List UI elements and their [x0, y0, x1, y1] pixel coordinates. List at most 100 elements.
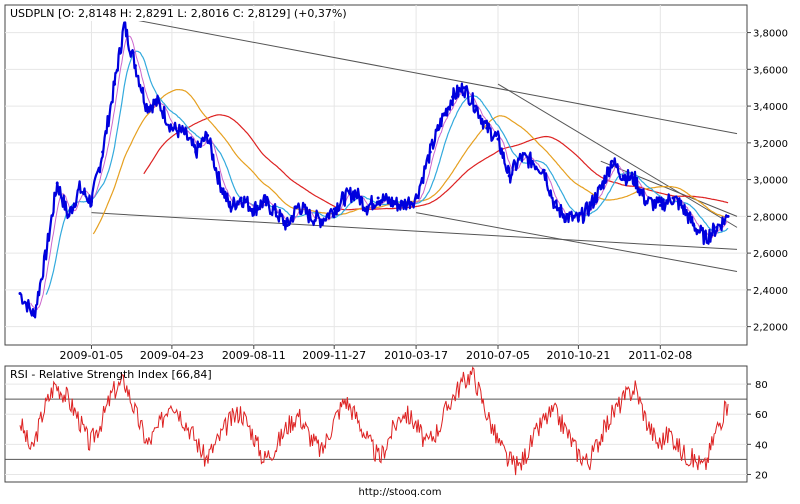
price-point [715, 225, 719, 229]
x-tick-label: 2009-04-23 [140, 349, 204, 362]
trend-line [497, 83, 738, 228]
price-point [726, 214, 730, 218]
price-y-tick-label: 3,8000 [753, 29, 788, 40]
price-y-tick-label: 2,8000 [753, 212, 788, 223]
x-tick-labels: 2009-01-05 2009-04-23 2009-08-11 2009-11-27… [60, 345, 692, 362]
x-tick-label: 2010-03-17 [384, 349, 448, 362]
price-point [44, 251, 48, 255]
x-tick-label: 2010-10-21 [546, 349, 610, 362]
price-point [113, 82, 117, 86]
price-point [194, 150, 198, 154]
price-point [439, 119, 443, 123]
price-point [274, 211, 278, 215]
rsi-y-tick-labels: 80 60 40 20 [755, 380, 768, 481]
price-point [342, 196, 346, 200]
rsi-panel-frame [4, 365, 748, 483]
price-point [133, 64, 137, 68]
price-point [365, 205, 369, 209]
price-point [519, 156, 523, 160]
footer-url: http://stooq.com [359, 487, 442, 498]
price-point [681, 205, 685, 209]
sma-longest-line [143, 114, 729, 211]
price-point [239, 196, 243, 200]
price-point [692, 224, 696, 228]
price-point [633, 178, 637, 182]
price-point [320, 218, 324, 222]
price-point [89, 200, 93, 204]
price-trendlines [91, 17, 738, 272]
price-y-tick-labels: 3,8000 3,6000 3,4000 3,2000 3,0000 2,8000 2,60… [753, 29, 788, 334]
price-point [18, 292, 22, 296]
price-chart-title: USDPLN [O: 2,8148 H: 2,8291 L: 2,8016 C:… [10, 7, 347, 20]
rsi-y-tick-label: 80 [755, 380, 768, 391]
price-point [553, 205, 557, 209]
price-y-tick-label: 3,2000 [753, 139, 788, 150]
price-point [55, 181, 59, 185]
price-point [576, 218, 580, 222]
price-title-background [8, 7, 343, 21]
price-y-tick-label: 2,6000 [753, 249, 788, 260]
x-tick-label: 2009-08-11 [222, 349, 286, 362]
price-point [66, 214, 70, 218]
price-point [252, 207, 256, 211]
trend-line [600, 160, 738, 217]
price-point [156, 100, 160, 104]
rsi-line [19, 366, 729, 476]
price-point [671, 196, 675, 200]
trend-line [124, 17, 738, 135]
rsi-grid [5, 383, 751, 475]
price-point [399, 203, 403, 207]
price-y-tick-label: 3,6000 [753, 65, 788, 76]
trend-line [91, 212, 738, 250]
price-point [621, 174, 625, 178]
price-point [170, 126, 174, 130]
price-point [428, 150, 432, 154]
price-y-tick-label: 3,4000 [753, 102, 788, 113]
price-point [588, 205, 592, 209]
price-point [530, 159, 534, 163]
price-point [462, 86, 466, 90]
price-point [658, 203, 662, 207]
price-point [285, 224, 289, 228]
price-line [19, 21, 729, 319]
price-y-tick-label: 3,0000 [753, 176, 788, 187]
price-point [599, 187, 603, 191]
price-point [296, 203, 300, 207]
price-point [145, 104, 149, 108]
price-point [474, 104, 478, 108]
price-point [388, 200, 392, 204]
x-tick-label: 2009-11-27 [302, 349, 366, 362]
x-tick-label: 2009-01-05 [60, 349, 124, 362]
price-point [542, 168, 546, 172]
rsi-series [19, 366, 729, 476]
price-y-tick-label: 2,4000 [753, 286, 788, 297]
sma-medium-line [45, 50, 729, 295]
price-point [610, 159, 614, 163]
price-point [308, 214, 312, 218]
rsi-chart-title: RSI - Relative Strength Index [66,84] [10, 368, 212, 381]
trend-line [416, 212, 738, 272]
price-point [101, 150, 105, 154]
price-point [704, 236, 708, 240]
rsi-y-tick-label: 60 [755, 410, 768, 421]
price-point [122, 23, 126, 27]
price-point [262, 200, 266, 204]
price-point [644, 200, 648, 204]
price-point [78, 187, 82, 191]
x-tick-label: 2011-02-08 [628, 349, 692, 362]
price-point [32, 314, 36, 318]
price-point [507, 174, 511, 178]
price-point [228, 205, 232, 209]
rsi-panel: 80 60 40 20 RSI - Relative Strength Index [… [4, 365, 768, 483]
price-point [206, 133, 210, 137]
price-point [217, 178, 221, 182]
x-tick-label: 2010-07-05 [466, 349, 530, 362]
price-point [485, 126, 489, 130]
price-point [353, 190, 357, 194]
price-point [414, 196, 418, 200]
rsi-y-tick-label: 20 [755, 470, 768, 481]
price-point [496, 137, 500, 141]
rsi-y-tick-label: 40 [755, 440, 768, 451]
price-point [564, 214, 568, 218]
price-y-tick-label: 2,2000 [753, 323, 788, 334]
